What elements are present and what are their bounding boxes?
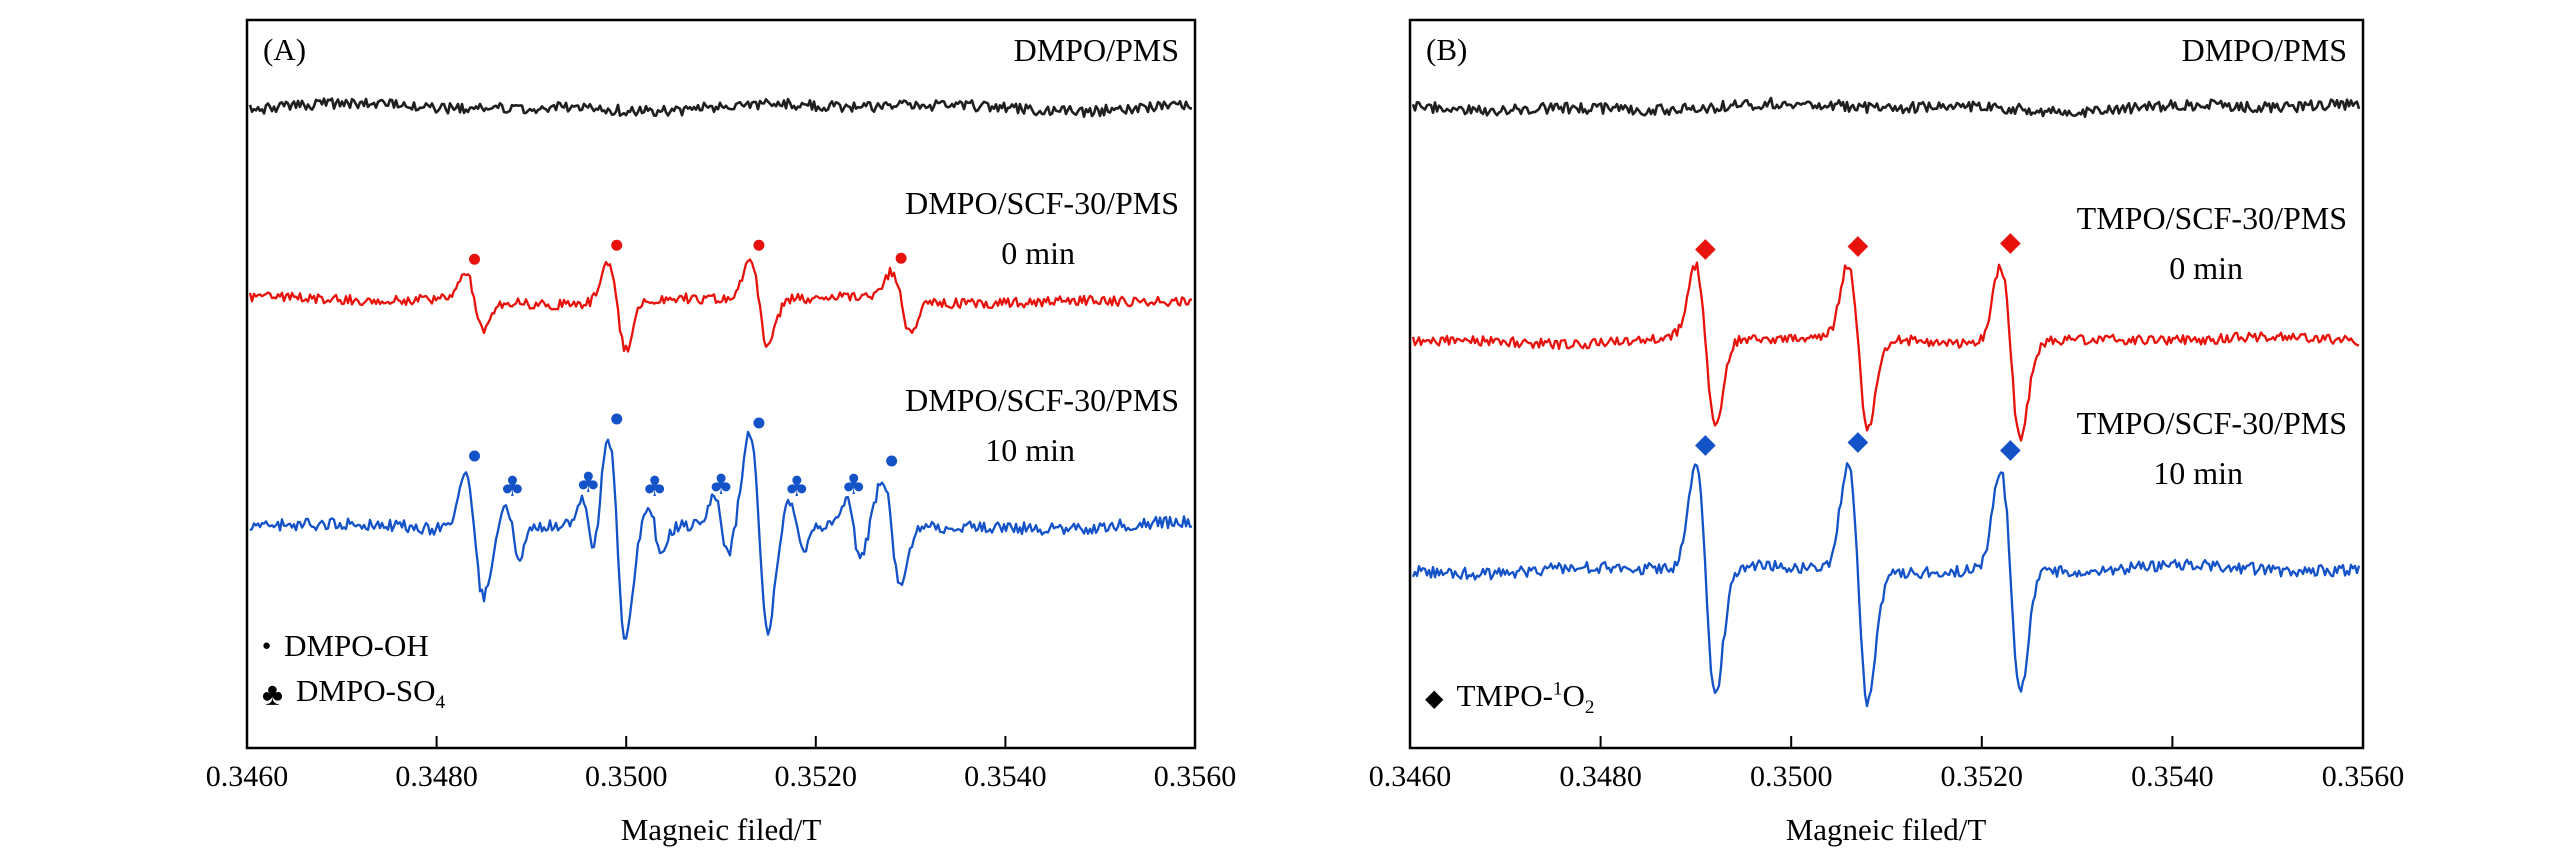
- legend-label: DMPO-SO4: [296, 673, 446, 714]
- diamond-marker-icon: ◆: [1695, 429, 1716, 460]
- series-label-1-1: 0 min: [2169, 250, 2243, 287]
- x-tick-label-5: 0.3560: [1153, 760, 1237, 793]
- series-label-1-0: DMPO/SCF-30/PMS: [905, 185, 1179, 222]
- x-tick-label-5: 0.3560: [2321, 760, 2405, 793]
- dot-marker-icon: [469, 450, 481, 462]
- trace-dmpo-pms: [1411, 96, 2361, 119]
- trace-tmpo-scf-30-pms-0-min: [1411, 261, 2360, 442]
- panel-label: (B): [1426, 32, 1468, 67]
- dot-marker-icon: [753, 239, 765, 251]
- x-tick-label-1: 0.3480: [1559, 760, 1642, 793]
- legend-label: DMPO-OH: [284, 628, 429, 663]
- dot-marker-icon: [895, 252, 907, 264]
- diamond-marker-icon: ◆: [1848, 426, 1869, 457]
- diamond-marker-icon: ◆: [1695, 232, 1716, 263]
- diamond-marker-icon: ◆: [2000, 434, 2021, 465]
- trace-dmpo-scf-30-pms-10-min: [249, 430, 1193, 640]
- trace-dmpo-pms: [248, 97, 1193, 118]
- dot-marker-icon: [753, 417, 765, 429]
- club-icon: ♣: [262, 675, 283, 712]
- legend-item-club: ♣ DMPO-SO4: [262, 673, 445, 714]
- x-tick-label-2: 0.3500: [584, 760, 668, 793]
- diamond-marker-icon: ◆: [1848, 229, 1869, 260]
- series-label-2-1: 10 min: [985, 432, 1075, 469]
- x-tick-label-0: 0.3460: [205, 760, 289, 793]
- dot-marker-icon: [886, 455, 898, 467]
- x-axis-title-panel-b: Magneic filed/T: [1785, 812, 1987, 847]
- club-marker-icon: ♣: [841, 468, 866, 501]
- club-marker-icon: ♣: [784, 470, 809, 503]
- club-marker-icon: ♣: [500, 470, 525, 503]
- plot-frame: [245, 18, 1197, 750]
- club-marker-icon: ♣: [576, 466, 601, 499]
- x-tick-label-4: 0.3540: [964, 760, 1047, 793]
- legend-item-dot: ● DMPO-OH: [262, 628, 429, 664]
- diamond-icon: ◆: [1425, 685, 1444, 712]
- diamond-marker-icon: ◆: [2000, 226, 2021, 257]
- series-label-1-0: TMPO/SCF-30/PMS: [2076, 199, 2347, 236]
- dot-marker-icon: [611, 239, 623, 251]
- club-marker-icon: ♣: [708, 468, 733, 501]
- series-label-2-0: TMPO/SCF-30/PMS: [2076, 405, 2347, 442]
- plot-frame: [1408, 18, 2365, 750]
- series-label-2-1: 10 min: [2153, 455, 2243, 492]
- x-tick-label-3: 0.3520: [1940, 760, 2024, 793]
- legend-item-diamond: ◆ TMPO-1O2: [1425, 678, 1595, 719]
- series-label-0-0: DMPO/PMS: [1013, 31, 1179, 68]
- club-marker-icon: ♣: [642, 470, 667, 503]
- x-tick-label-3: 0.3520: [774, 760, 858, 793]
- x-tick-label-4: 0.3540: [2131, 760, 2214, 793]
- x-tick-label-1: 0.3480: [395, 760, 478, 793]
- x-tick-label-2: 0.3500: [1749, 760, 1833, 793]
- dot-icon: ●: [262, 637, 272, 654]
- series-label-1-1: 0 min: [1001, 234, 1075, 271]
- trace-tmpo-scf-30-pms-10-min: [1411, 462, 2361, 708]
- dot-marker-icon: [469, 253, 481, 265]
- trace-dmpo-scf-30-pms-0-min: [248, 258, 1193, 353]
- series-label-0-0: DMPO/PMS: [2181, 31, 2347, 68]
- dot-marker-icon: [611, 413, 623, 425]
- x-tick-label-0: 0.3460: [1368, 760, 1452, 793]
- legend-label: TMPO-1O2: [1456, 678, 1595, 719]
- series-label-2-0: DMPO/SCF-30/PMS: [905, 381, 1179, 418]
- panel-label: (A): [263, 32, 307, 67]
- x-axis-title-panel-a: Magneic filed/T: [620, 812, 822, 847]
